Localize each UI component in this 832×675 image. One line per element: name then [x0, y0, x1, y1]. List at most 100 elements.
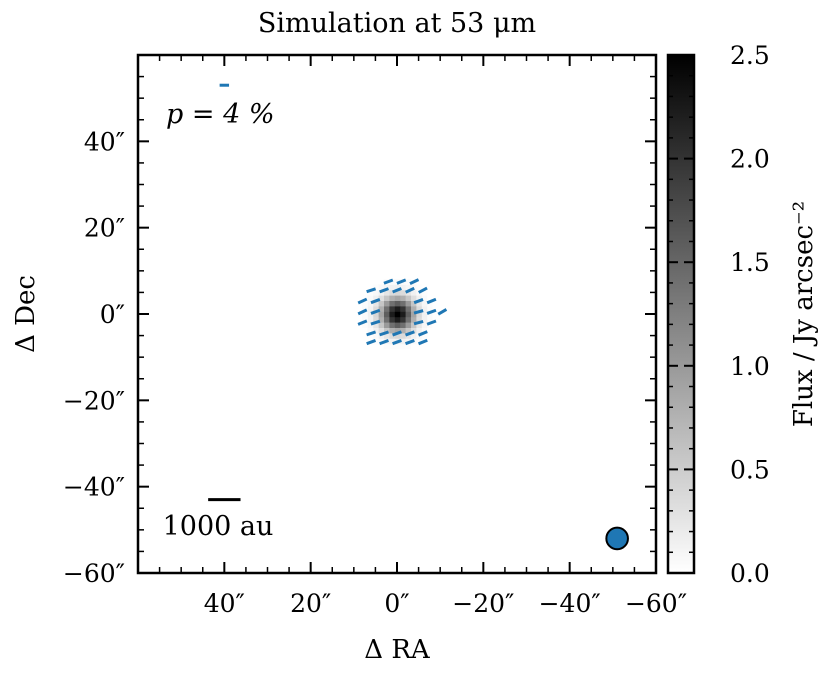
image-pixel [367, 322, 374, 328]
polarization-vector [392, 287, 402, 294]
image-pixel [378, 305, 385, 312]
image-pixel [399, 311, 406, 318]
colorbar-tick-label: 1.5 [730, 248, 770, 277]
image-pixel [405, 343, 411, 350]
image-pixel [378, 311, 385, 318]
image-pixel [378, 322, 385, 328]
image-pixel [361, 300, 368, 307]
image-pixel [383, 322, 390, 328]
image-pixel [410, 316, 417, 323]
image-pixel [426, 311, 433, 318]
image-pixel [372, 311, 379, 318]
image-pixel [372, 322, 379, 328]
image-pixel [383, 327, 390, 334]
image-pixel [415, 338, 422, 345]
image-pixel [367, 289, 374, 296]
image-pixel [388, 343, 395, 350]
image-pixel [399, 284, 406, 291]
polarization-vector [418, 286, 428, 294]
x-tick-label: −40″ [539, 589, 601, 618]
image-pixel [405, 332, 411, 339]
image-pixel [399, 289, 406, 296]
polarization-vector [409, 278, 420, 285]
image-pixel [394, 284, 401, 291]
image-pixel [383, 311, 390, 318]
x-tick-label: 0″ [384, 589, 409, 618]
image-pixel [388, 300, 395, 307]
image-pixel [410, 332, 417, 339]
image-pixel [394, 322, 401, 328]
image-pixel [383, 300, 390, 307]
image-pixel [394, 305, 401, 312]
polarization-vector [405, 330, 415, 337]
polarization-vector [426, 319, 437, 326]
image-pixel [361, 316, 368, 323]
image-pixel [394, 289, 401, 296]
image-pixel [421, 327, 428, 334]
polarization-vector [357, 297, 368, 305]
colorbar-tick-label: 2.0 [730, 145, 770, 174]
polarization-vector [413, 309, 424, 315]
polarization-vector [366, 339, 377, 346]
image-pixel [421, 311, 428, 318]
image-pixel [426, 322, 433, 328]
polarization-vector [379, 330, 389, 337]
plot-area: 40″ 20″ 0″ −20″ −40″ −60″ 40″ 20″ 0″ −20″ −40″ −60″ [63, 53, 687, 618]
image-pixel [405, 300, 411, 307]
chart-title: Simulation at 53 μm [258, 8, 536, 39]
y-tick-label: −60″ [63, 559, 125, 588]
image-pixel [405, 295, 411, 302]
image-pixel [378, 338, 385, 345]
image-pixel [415, 284, 422, 291]
image-pixel [378, 284, 385, 291]
polarization-vector [426, 308, 437, 315]
polarization-vector [405, 286, 415, 294]
image-pixel [394, 332, 401, 339]
image-pixel [415, 327, 422, 334]
image-pixel [394, 295, 401, 302]
beam-marker [605, 526, 629, 551]
image-pixel [415, 322, 422, 328]
image-pixel [383, 332, 390, 339]
image-pixel [372, 305, 379, 312]
image-pixel [367, 327, 374, 334]
image-pixel [410, 327, 417, 334]
image-pixel [367, 332, 374, 339]
image-pixel [410, 289, 417, 296]
image-pixel [361, 311, 368, 318]
polarization-vector [383, 278, 394, 285]
image-pixel [367, 311, 374, 318]
x-tick-label: −60″ [625, 589, 687, 618]
colorbar-tick-label: 0.0 [730, 559, 770, 588]
image-pixel [415, 289, 422, 296]
y-axis-label: Δ Dec [11, 275, 41, 353]
image-pixel [405, 284, 411, 291]
image-pixel [378, 300, 385, 307]
polarization-vector [417, 338, 428, 346]
x-tick-label: 40″ [204, 589, 245, 618]
image-pixel [426, 316, 433, 323]
image-pixel [361, 305, 368, 312]
image-pixel [421, 316, 428, 323]
image-pixel [405, 327, 411, 334]
image-pixel [421, 300, 428, 307]
x-tick-label: 20″ [290, 589, 331, 618]
image-pixel [405, 278, 411, 285]
image-pixel [372, 300, 379, 307]
image-pixel [378, 327, 385, 334]
polarization-vector [417, 330, 428, 337]
colorbar: 0.0 0.5 1.0 1.5 2.0 2.5 [666, 41, 770, 588]
polarization-vector [357, 308, 368, 316]
scalebar-label: 1000 au [163, 511, 274, 542]
image-pixel [388, 284, 395, 291]
polarization-vector [413, 298, 424, 305]
image-pixel [421, 295, 428, 302]
image-pixel [421, 289, 428, 296]
y-tick-label: 20″ [84, 214, 125, 243]
image-pixel [426, 300, 433, 307]
polarization-vector [370, 298, 381, 305]
image-pixel [415, 311, 422, 318]
image-pixel [372, 284, 379, 291]
polarization-vector [426, 297, 437, 305]
